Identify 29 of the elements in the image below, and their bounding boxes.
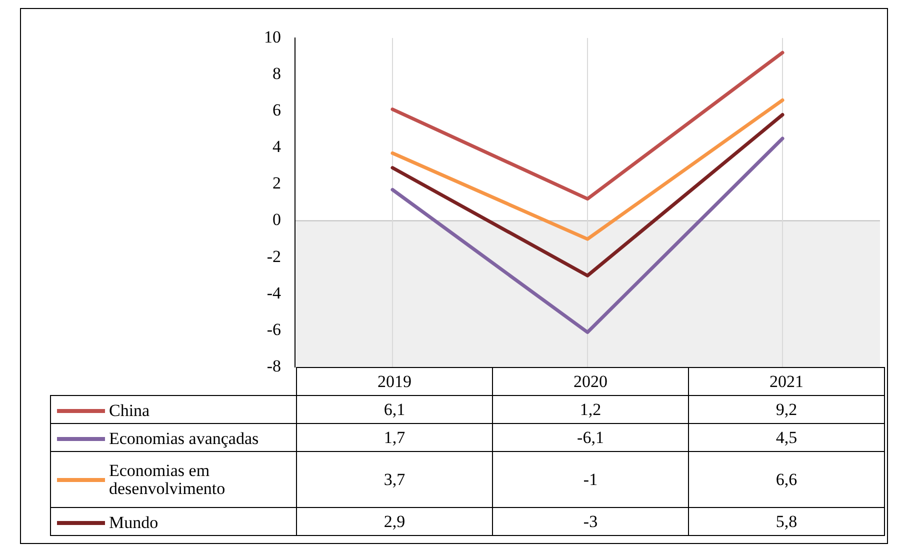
legend-label: China	[109, 400, 150, 420]
y-tick-label: 4	[272, 137, 282, 156]
data-label: 6,6	[688, 452, 884, 508]
data-label: 2,9	[296, 508, 492, 536]
data-label: -3	[492, 508, 688, 536]
y-tick-label: 6	[272, 100, 281, 120]
y-tick-label: 0	[272, 210, 281, 230]
data-label: 4,5	[688, 424, 884, 452]
y-tick-label: -8	[266, 356, 281, 376]
y-tick-label: 10	[264, 27, 281, 46]
legend-label: Mundo	[109, 512, 158, 532]
legend-label: Economias avançadas	[109, 428, 259, 448]
data-label: 6,1	[296, 396, 492, 424]
y-tick-label: -4	[266, 283, 282, 302]
legend-label: Economias em desenvolvimento	[109, 460, 226, 498]
x-tick-label: 2021	[688, 368, 884, 396]
data-label: 9,2	[688, 396, 884, 424]
data-label: -1	[492, 452, 688, 508]
data-label: -6,1	[492, 424, 688, 452]
y-tick-label: 8	[272, 64, 281, 84]
data-label: 1,7	[296, 424, 492, 452]
x-tick-label: 2020	[492, 368, 688, 396]
y-tick-label: -2	[266, 246, 281, 266]
x-tick-label: 2019	[296, 368, 492, 396]
data-label: 1,2	[492, 396, 688, 424]
data-label: 5,8	[688, 508, 884, 536]
y-tick-label: -6	[266, 320, 281, 339]
y-tick-label: 2	[272, 174, 281, 193]
data-label: 3,7	[296, 452, 492, 508]
